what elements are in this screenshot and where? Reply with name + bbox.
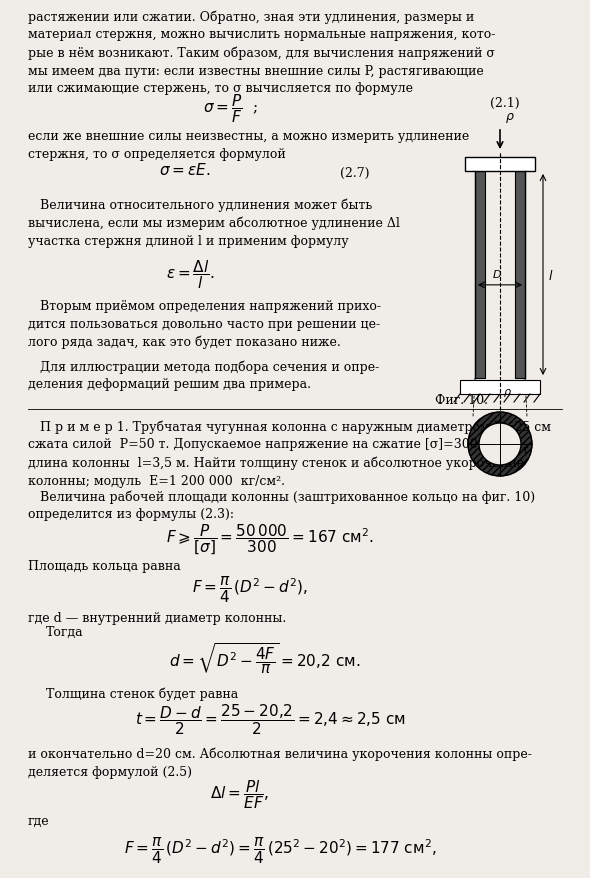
Bar [485, 172, 515, 378]
Bar [460, 380, 540, 394]
Text: Толщина стенок будет равна: Толщина стенок будет равна [46, 687, 238, 701]
Text: $\sigma = \varepsilon E.$: $\sigma = \varepsilon E.$ [159, 162, 211, 178]
Text: $F = \dfrac{\pi}{4}\,(D^{2} - d^{2}),$: $F = \dfrac{\pi}{4}\,(D^{2} - d^{2}),$ [192, 574, 308, 604]
Text: $F \geqslant \dfrac{P}{[\sigma]} = \dfrac{50\,000}{300} = 167\ \text{см}^{2}.$: $F \geqslant \dfrac{P}{[\sigma]} = \dfra… [166, 522, 374, 557]
Text: $\sigma = \dfrac{P}{F}$  ;: $\sigma = \dfrac{P}{F}$ ; [202, 92, 257, 125]
Bar [475, 172, 485, 378]
Text: растяжении или сжатии. Обратно, зная эти удлинения, размеры и
материал стержня, : растяжении или сжатии. Обратно, зная эти… [28, 10, 496, 96]
Text: П р и м е р 1. Трубчатая чугунная колонна с наружным диаметром D=25 см
сжата сил: П р и м е р 1. Трубчатая чугунная колонн… [28, 420, 551, 487]
Text: (2.7): (2.7) [340, 167, 369, 180]
Text: Фиг. 10.: Фиг. 10. [435, 393, 488, 407]
Text: $\Delta l = \dfrac{Pl}{EF},$: $\Delta l = \dfrac{Pl}{EF},$ [211, 777, 270, 810]
Bar [465, 158, 535, 172]
Text: $t = \dfrac{D - d}{2} = \dfrac{25 - 20{,}2}{2} = 2{,}4 \approx 2{,}5\ \text{см}$: $t = \dfrac{D - d}{2} = \dfrac{25 - 20{,… [135, 702, 405, 736]
Text: Величина относительного удлинения может быть
вычислена, если мы измерим абсолютн: Величина относительного удлинения может … [28, 198, 400, 248]
Text: $D$: $D$ [492, 268, 502, 279]
Wedge shape [468, 413, 532, 477]
Text: $d = \sqrt{D^{2} - \dfrac{4F}{\pi}} = 20{,}2\ \text{см.}$: $d = \sqrt{D^{2} - \dfrac{4F}{\pi}} = 20… [169, 640, 360, 675]
Text: $t$: $t$ [523, 443, 529, 455]
Bar [515, 172, 525, 378]
Text: Вторым приёмом определения напряжений прихо-
дится пользоваться довольно часто п: Вторым приёмом определения напряжений пр… [28, 299, 381, 349]
Text: (2.1): (2.1) [490, 97, 520, 110]
Circle shape [479, 423, 521, 465]
Text: $F = \dfrac{\pi}{4}\,(D^{2} - d^{2}) = \dfrac{\pi}{4}\,(25^{2} - 20^{2}) = 177\ : $F = \dfrac{\pi}{4}\,(D^{2} - d^{2}) = \… [124, 835, 437, 865]
Text: Площадь кольца равна: Площадь кольца равна [28, 559, 181, 572]
Text: и окончательно d=20 см. Абсолютная величина укорочения колонны опре-
деляется фо: и окончательно d=20 см. Абсолютная велич… [28, 747, 532, 779]
Text: если же внешние силы неизвестны, а можно измерить удлинение
стержня, то σ опреде: если же внешние силы неизвестны, а можно… [28, 130, 469, 161]
Text: Для иллюстрации метода подбора сечения и опре-
деления деформаций решим два прим: Для иллюстрации метода подбора сечения и… [28, 360, 379, 391]
Text: $\varepsilon = \dfrac{\Delta l}{l}.$: $\varepsilon = \dfrac{\Delta l}{l}.$ [166, 258, 214, 291]
Text: $l$: $l$ [548, 268, 553, 282]
Text: Величина рабочей площади колонны (заштрихованное кольцо на фиг. 10)
определится : Величина рабочей площади колонны (заштри… [28, 489, 535, 521]
Text: $\rho$: $\rho$ [505, 111, 515, 125]
Text: $\rho$: $\rho$ [503, 386, 512, 399]
Text: где: где [28, 814, 50, 827]
Text: где d — внутренний диаметр колонны.: где d — внутренний диаметр колонны. [28, 611, 286, 624]
Text: Тогда: Тогда [46, 625, 84, 638]
